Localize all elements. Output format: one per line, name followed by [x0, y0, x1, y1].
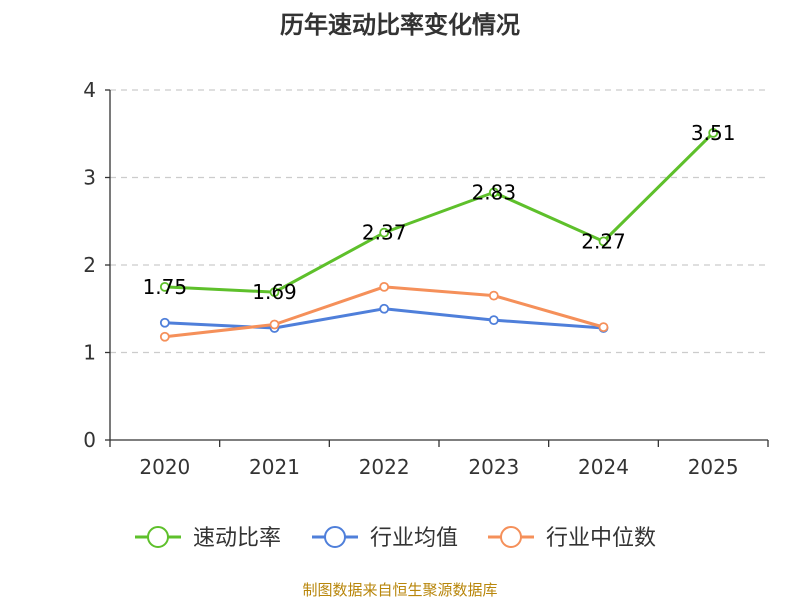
data-label-2022: 2.37 [362, 221, 407, 245]
point-行业均值-2023[interactable] [488, 315, 499, 326]
x-tick-label-2025: 2025 [688, 455, 739, 479]
point-速动比率-2022[interactable] [379, 227, 390, 238]
point-速动比率-2025[interactable] [708, 127, 719, 138]
legend-label: 行业均值 [370, 526, 458, 551]
axes: 0 1 2 3 4 2020 2021 2022 2023 2024 2025 [83, 78, 769, 479]
legend-item-行业均值[interactable]: 行业均值 [312, 526, 458, 551]
legend-marker [500, 526, 522, 548]
data-label-2020: 1.75 [143, 275, 188, 299]
legend-marker [147, 526, 169, 548]
x-tick-label-2023: 2023 [468, 455, 519, 479]
legend-label: 行业中位数 [546, 526, 656, 551]
data-label-2023: 2.83 [472, 180, 517, 204]
series-layer [159, 127, 719, 342]
point-行业中位数-2021[interactable] [269, 319, 280, 330]
chart-title: 历年速动比率变化情况 [280, 11, 520, 39]
x-tick-label-2020: 2020 [139, 455, 190, 479]
legend-item-速动比率[interactable]: 速动比率 [135, 526, 281, 551]
source-note: 制图数据来自恒生聚源数据库 [302, 581, 497, 599]
point-行业中位数-2024[interactable] [598, 322, 609, 333]
point-速动比率-2023[interactable] [488, 187, 499, 198]
data-label-2021: 1.69 [252, 280, 297, 304]
data-label-2024: 2.27 [581, 229, 626, 253]
point-行业中位数-2022[interactable] [379, 281, 390, 292]
x-tick-label-2024: 2024 [578, 455, 629, 479]
y-tick-label-0: 0 [83, 428, 96, 452]
point-行业中位数-2020[interactable] [159, 331, 170, 342]
legend-label: 速动比率 [193, 526, 281, 551]
y-tick-label-4: 4 [83, 78, 96, 102]
y-tick-label-3: 3 [83, 166, 96, 190]
x-tick-label-2022: 2022 [359, 455, 410, 479]
point-行业均值-2022[interactable] [379, 303, 390, 314]
x-tick-label-2021: 2021 [249, 455, 300, 479]
legend-marker [324, 526, 346, 548]
data-labels: 1.75 1.69 2.37 2.83 2.27 3.51 [143, 121, 736, 304]
series-line-速动比率 [164, 131, 715, 294]
data-label-2025: 3.51 [691, 121, 736, 145]
point-速动比率-2020[interactable] [159, 281, 170, 292]
y-tick-label-1: 1 [83, 341, 96, 365]
legend[interactable]: 速动比率 行业均值 行业中位数 [135, 526, 656, 551]
point-行业均值-2020[interactable] [159, 317, 170, 328]
point-行业中位数-2023[interactable] [488, 290, 499, 301]
point-速动比率-2021[interactable] [269, 287, 280, 298]
point-速动比率-2024[interactable] [598, 236, 609, 247]
y-tick-label-2: 2 [83, 253, 96, 277]
legend-item-行业中位数[interactable]: 行业中位数 [488, 526, 656, 551]
